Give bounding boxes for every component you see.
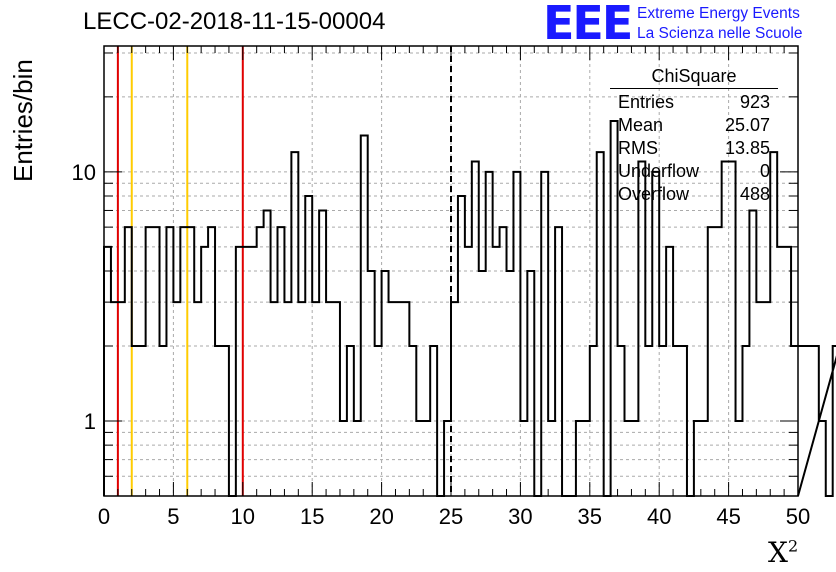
x-tick-label: 20 bbox=[369, 504, 393, 529]
x-tick-label: 0 bbox=[98, 504, 110, 529]
stat-label: Underflow bbox=[618, 161, 700, 181]
stat-row-rms: RMS 13.85 bbox=[610, 137, 778, 160]
histogram-series bbox=[103, 120, 836, 497]
x-tick-label: 25 bbox=[439, 504, 463, 529]
x-tick-label: 45 bbox=[716, 504, 740, 529]
stat-row-overflow: Overflow 488 bbox=[610, 183, 778, 206]
stat-value: 923 bbox=[739, 92, 770, 112]
x-tick-label: 30 bbox=[508, 504, 532, 529]
stat-label: Overflow bbox=[618, 184, 690, 204]
organization-label: Extreme Energy Events La Scienza nelle S… bbox=[637, 4, 802, 44]
stat-row-underflow: Underflow 0 bbox=[610, 160, 778, 183]
stat-row-mean: Mean 25.07 bbox=[610, 114, 778, 137]
y-tick-label: 10 bbox=[72, 160, 96, 185]
x-tick-label: 35 bbox=[578, 504, 602, 529]
y-tick-label: 1 bbox=[84, 409, 96, 434]
x-tick-label: 15 bbox=[300, 504, 324, 529]
stat-value: 0 bbox=[759, 161, 770, 181]
stat-label: RMS bbox=[618, 138, 658, 158]
chart-title: LECC-02-2018-11-15-00004 bbox=[83, 8, 386, 35]
stats-box: ChiSquare Entries 923 Mean 25.07 RMS 13.… bbox=[610, 66, 778, 206]
stats-title: ChiSquare bbox=[610, 66, 778, 89]
org-line-1: Extreme Energy Events bbox=[637, 5, 800, 22]
stat-row-entries: Entries 923 bbox=[610, 91, 778, 114]
y-axis-label: Entries/bin bbox=[8, 59, 38, 182]
stat-label: Entries bbox=[618, 92, 675, 112]
x-tick-label: 10 bbox=[231, 504, 255, 529]
stat-label: Mean bbox=[618, 115, 664, 135]
eee-logo: EEE bbox=[543, 0, 633, 50]
stat-value: 488 bbox=[739, 184, 770, 204]
x-tick-label: 50 bbox=[786, 504, 810, 529]
stat-value: 13.85 bbox=[724, 138, 770, 158]
stat-value: 25.07 bbox=[724, 115, 770, 135]
x-axis-label: X2 bbox=[768, 536, 799, 569]
x-tick-label: 5 bbox=[167, 504, 179, 529]
x-tick-label: 40 bbox=[647, 504, 671, 529]
org-line-2: La Scienza nelle Scuole bbox=[637, 25, 803, 42]
